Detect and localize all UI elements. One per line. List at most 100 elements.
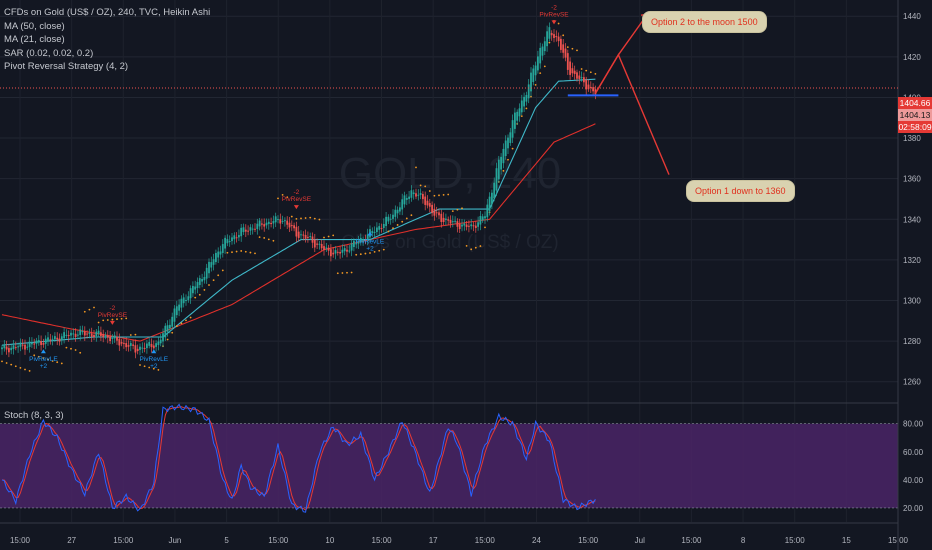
sar-dot [139, 364, 141, 366]
candle-body [323, 246, 325, 250]
candle-body [100, 332, 102, 336]
candle-body [396, 209, 399, 214]
candle-body [104, 335, 107, 337]
candle-body [468, 225, 470, 227]
time-tick-label: 15:00 [475, 536, 496, 545]
legend-ma21[interactable]: MA (21, close) [4, 34, 65, 45]
candle-body [424, 196, 427, 205]
candle-body [484, 216, 486, 219]
sar-dot [396, 224, 399, 226]
candle-body [74, 333, 77, 337]
legend-pivot-strategy[interactable]: Pivot Reversal Strategy (4, 2) [4, 61, 129, 72]
legend-title[interactable]: CFDs on Gold (US$ / OZ), 240, TVC, Heiki… [4, 7, 211, 18]
candle-body [585, 79, 588, 90]
candle-body [497, 159, 500, 180]
pivot-long-arrow [367, 231, 373, 236]
candle-body [355, 243, 358, 245]
candle-body [557, 36, 560, 42]
candle-body [500, 156, 502, 170]
candle-body [132, 344, 134, 346]
candle-body [141, 347, 144, 349]
candle-body [129, 343, 132, 346]
candle-body [576, 72, 578, 79]
candle-body [155, 343, 157, 347]
sar-dot [511, 147, 514, 150]
candle-body [288, 222, 291, 228]
sar-dot [557, 22, 560, 25]
sar-dot [60, 362, 63, 365]
candle-body [17, 346, 19, 348]
candle-body [256, 223, 259, 230]
callout-option-down[interactable]: Option 1 down to 1360 [687, 181, 794, 201]
candle-body [371, 231, 374, 234]
candle-body [12, 345, 15, 349]
legend-sar[interactable]: SAR (0.02, 0.02, 0.2) [4, 47, 94, 59]
candle-body [435, 212, 438, 214]
legend-ma50[interactable]: MA (50, close) [4, 20, 65, 32]
sar-dot [106, 319, 109, 321]
candle-body [49, 339, 52, 341]
sar-dot [143, 365, 146, 368]
candle-body [77, 334, 79, 336]
sar-dot [51, 360, 54, 362]
candle-body [451, 221, 454, 223]
candle-body [79, 329, 82, 336]
candle-body [233, 235, 236, 240]
candle-body [327, 247, 330, 251]
sar-dot [461, 207, 463, 210]
sar-dot [438, 194, 440, 197]
candle-body [562, 44, 565, 53]
candle-body [320, 243, 323, 249]
candle-body [461, 224, 463, 227]
sar-dot [244, 250, 247, 253]
candle-body [408, 196, 410, 199]
candle-body [97, 330, 100, 334]
candle-body [412, 192, 415, 195]
price-tick-label: 1420 [903, 53, 921, 62]
candle-body [392, 214, 394, 219]
candle-body [336, 251, 339, 253]
candle-body [456, 221, 459, 227]
candle-body [93, 335, 95, 338]
candle-body [410, 190, 413, 198]
candle-body [185, 300, 187, 302]
price-tick-label: 1300 [903, 296, 921, 305]
candle-body [364, 239, 367, 241]
sar-dot [585, 69, 588, 72]
sar-dot [203, 289, 206, 291]
candle-body [143, 347, 146, 349]
candle-body [231, 237, 233, 242]
candle-body [440, 213, 443, 222]
candle-body [401, 199, 404, 210]
candle-body [419, 193, 422, 195]
sar-dot [47, 358, 49, 361]
candle-body [445, 218, 447, 220]
stoch-legend[interactable]: Stoch (8, 3, 3) [4, 410, 64, 421]
candle-body [458, 223, 461, 230]
candle-body [520, 100, 523, 113]
candle-body [44, 338, 47, 344]
candle-body [297, 231, 300, 238]
candle-body [454, 220, 456, 222]
sar-dot [226, 251, 229, 254]
candle-body [463, 223, 466, 226]
callout-option-up[interactable]: Option 2 to the moon 1500 [643, 12, 766, 32]
sar-dot [502, 169, 505, 172]
candle-body [136, 348, 139, 351]
sar-dot [19, 366, 22, 369]
candle-body [261, 223, 263, 225]
candle-body [284, 220, 286, 222]
candle-body [139, 346, 141, 350]
candle-body [348, 250, 351, 252]
candle-body [102, 334, 105, 338]
candle-body [592, 87, 594, 92]
sar-dot [116, 318, 118, 321]
candle-body [399, 207, 401, 212]
candle-body [56, 337, 59, 340]
candle-body [81, 331, 84, 333]
time-tick-label: Jul [635, 536, 645, 545]
candle-body [350, 243, 353, 251]
candle-body [203, 276, 206, 281]
candle-body [433, 208, 436, 216]
candle-body [254, 228, 256, 230]
